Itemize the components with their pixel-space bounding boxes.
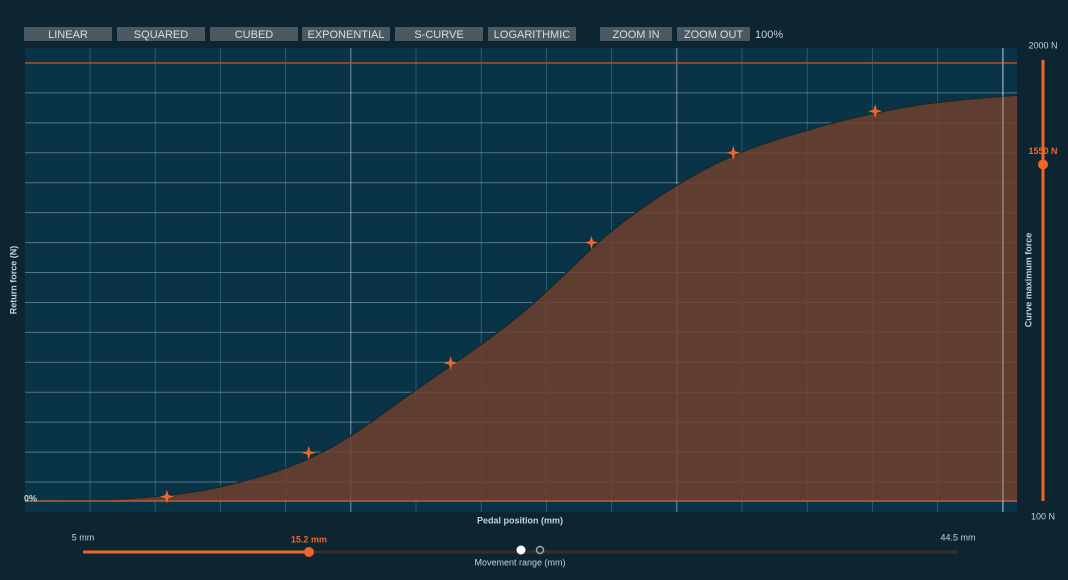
control-point[interactable]	[584, 235, 599, 250]
page-dot[interactable]	[535, 545, 545, 555]
button-bg	[210, 27, 298, 41]
control-point[interactable]	[726, 145, 741, 160]
zoom-button[interactable]: ZOOM OUT	[677, 27, 750, 41]
button-label: LINEAR	[48, 29, 88, 41]
curve-button[interactable]: CUBED	[210, 27, 298, 41]
force-handle[interactable]	[1038, 159, 1048, 170]
curve-button[interactable]: LINEAR	[24, 27, 112, 41]
page-dot-active[interactable]	[516, 545, 526, 555]
control-point[interactable]	[159, 489, 174, 504]
force-min-label: 100 N	[1031, 511, 1055, 521]
control-point[interactable]	[443, 356, 458, 371]
curve-line	[24, 94, 1018, 502]
button-bg	[677, 27, 750, 41]
button-bg	[117, 27, 205, 41]
button-label: CUBED	[235, 29, 274, 41]
force-max-label: 2000 N	[1028, 40, 1057, 50]
button-label: EXPONENTIAL	[307, 29, 384, 41]
curve-area	[25, 94, 1017, 501]
range-handle[interactable]	[303, 547, 314, 557]
button-bg	[600, 27, 672, 41]
zoom-level: 100%	[755, 29, 783, 41]
y-tick-label: 0%	[24, 493, 37, 503]
button-label: S-CURVE	[414, 29, 463, 41]
button-label: LOGARITHMIC	[494, 29, 570, 41]
button-label: ZOOM OUT	[684, 29, 744, 41]
control-point[interactable]	[868, 104, 883, 119]
button-bg	[24, 27, 112, 41]
curve-button[interactable]: S-CURVE	[395, 27, 483, 41]
button-bg	[488, 27, 576, 41]
button-label: ZOOM IN	[612, 29, 659, 41]
force-value-label: 1550 N	[1028, 146, 1057, 156]
curve-button[interactable]: EXPONENTIAL	[302, 27, 390, 41]
button-label: SQUARED	[134, 29, 188, 41]
button-bg	[302, 27, 390, 41]
range-min-label: 5 mm	[72, 532, 95, 542]
range-max-label: 44.5 mm	[940, 532, 975, 542]
range-label: Movement range (mm)	[474, 557, 565, 567]
curve-button[interactable]: SQUARED	[117, 27, 205, 41]
x-axis-label: Pedal position (mm)	[477, 515, 563, 525]
y-axis-label: Return force (N)	[8, 246, 18, 315]
zoom-button[interactable]: ZOOM IN	[600, 27, 672, 41]
range-value-label: 15.2 mm	[291, 534, 327, 544]
button-bg	[395, 27, 483, 41]
curve-button[interactable]: LOGARITHMIC	[488, 27, 576, 41]
control-point[interactable]	[301, 445, 316, 460]
force-label: Curve maximum force	[1023, 233, 1033, 328]
